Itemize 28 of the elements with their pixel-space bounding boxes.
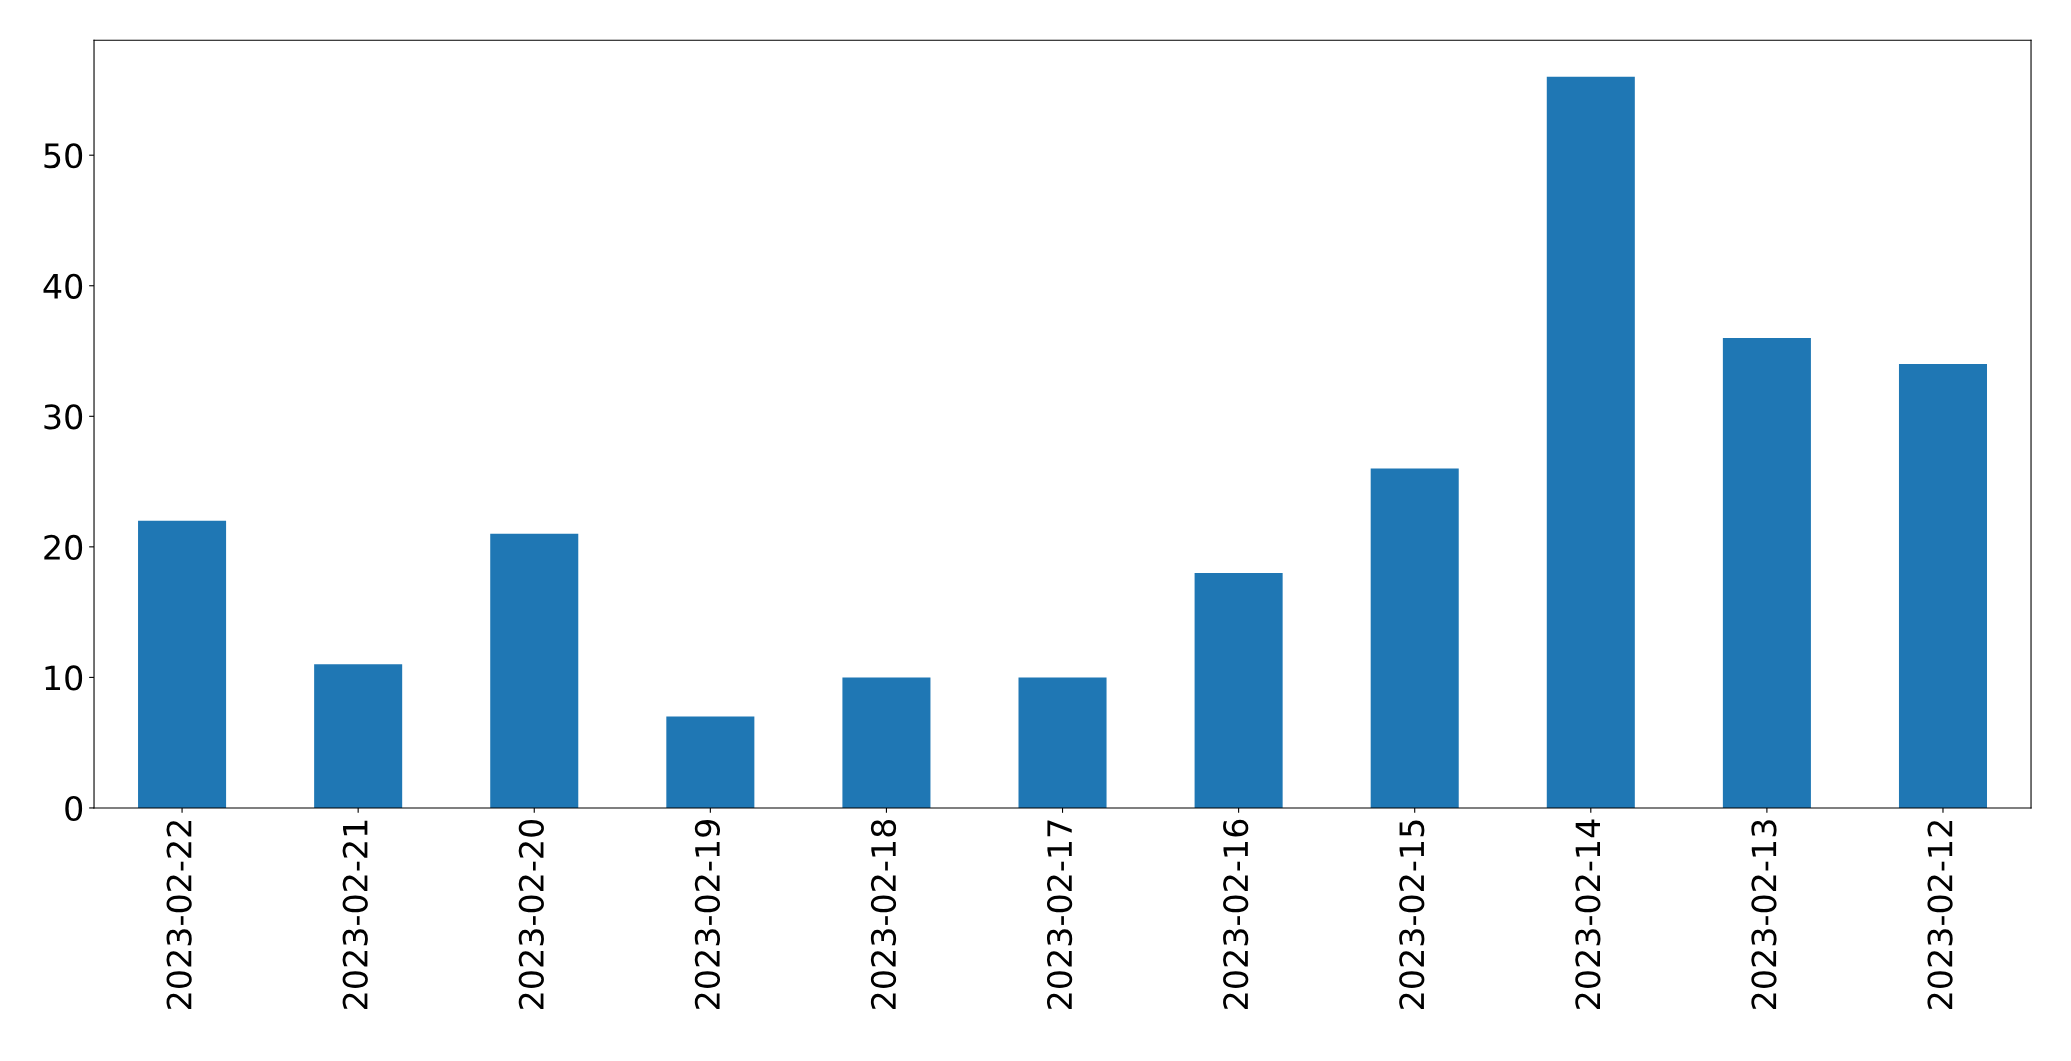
bar — [1546, 76, 1635, 808]
y-tick-label: 30 — [44, 404, 83, 430]
x-tick-label: 2023-02-18 — [870, 819, 897, 1009]
x-tick-label: 2023-02-22 — [166, 821, 192, 1009]
y-tick-label: 20 — [44, 534, 83, 560]
x-tick-label: 2023-02-14 — [1575, 819, 1601, 1009]
x-tick-label: 2023-02-16 — [1223, 819, 1249, 1009]
bar — [1370, 468, 1459, 808]
bar — [138, 520, 227, 808]
x-tick-label: 2023-02-13 — [1751, 820, 1777, 1009]
bar — [1722, 337, 1811, 808]
bar — [842, 677, 931, 808]
bar — [314, 664, 403, 808]
x-tick-label: 2023-02-21 — [342, 820, 368, 1009]
y-tick-label: 10 — [45, 665, 83, 691]
y-tick-label: 50 — [44, 143, 83, 169]
bar — [1194, 572, 1283, 808]
x-tick-label: 2023-02-12 — [1927, 821, 1953, 1009]
x-tick-label: 2023-02-17 — [1046, 820, 1073, 1009]
x-tick-label: 2023-02-19 — [694, 820, 721, 1009]
bar — [1898, 364, 1988, 808]
bar — [1018, 677, 1107, 808]
x-tick-label: 2023-02-20 — [518, 819, 544, 1009]
y-tick-label: 0 — [65, 795, 83, 822]
y-tick-label: 40 — [43, 273, 83, 299]
bar — [490, 533, 579, 808]
x-tick-label: 2023-02-15 — [1399, 820, 1425, 1009]
bar — [666, 716, 755, 808]
